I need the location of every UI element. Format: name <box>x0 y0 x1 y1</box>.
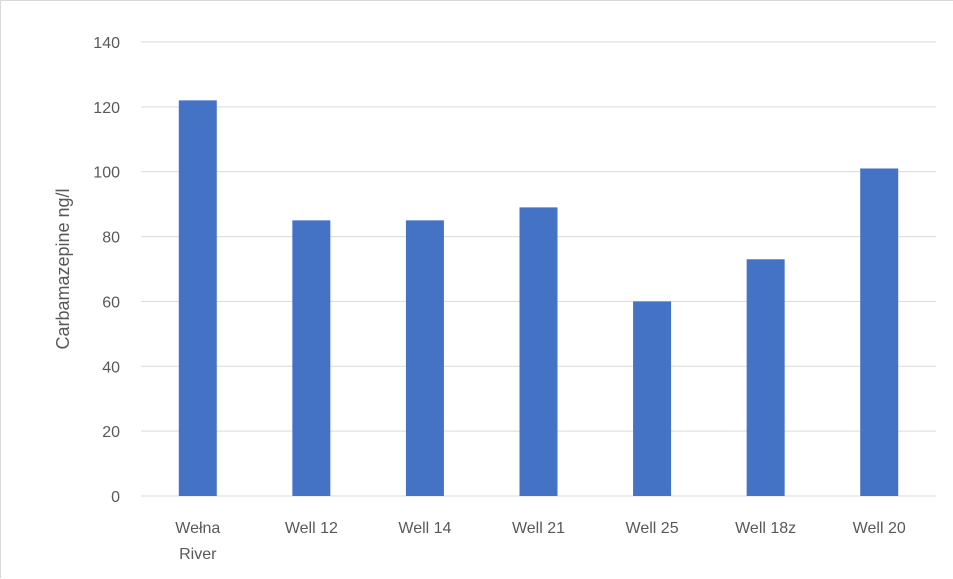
x-tick-label: Well 20 <box>853 520 906 537</box>
bar-well-14 <box>405 220 444 496</box>
y-tick-label: 80 <box>102 230 120 247</box>
bars <box>178 100 899 496</box>
x-tick-label: Well 14 <box>398 520 451 537</box>
y-axis-ticks: 0 20 40 60 80 100 120 140 <box>93 35 120 506</box>
y-tick-label: 20 <box>102 424 120 441</box>
bar-well-18z <box>746 259 785 496</box>
y-tick-label: 0 <box>111 489 120 506</box>
y-axis-title: Carbamazepine ng/l <box>53 188 73 349</box>
bar-well-21 <box>519 207 558 496</box>
x-tick-label: Well 18z <box>735 520 796 537</box>
y-tick-label: 120 <box>93 100 120 117</box>
x-axis-ticks: Wełna River Well 12 Well 14 Well 21 Well 25 We… <box>175 520 906 563</box>
x-tick-label: Well 21 <box>512 520 565 537</box>
bar-well-20 <box>860 168 899 496</box>
x-tick-label: Well 25 <box>626 520 679 537</box>
x-tick-label: Wełna River <box>175 520 220 563</box>
y-tick-label: 40 <box>102 359 120 376</box>
bar-we-na-river <box>178 100 217 496</box>
y-tick-label: 140 <box>93 35 120 52</box>
bar-well-12 <box>292 220 331 496</box>
bar-well-25 <box>633 301 672 496</box>
y-tick-label: 100 <box>93 165 120 182</box>
x-tick-label: Well 12 <box>285 520 338 537</box>
y-tick-label: 60 <box>102 294 120 311</box>
